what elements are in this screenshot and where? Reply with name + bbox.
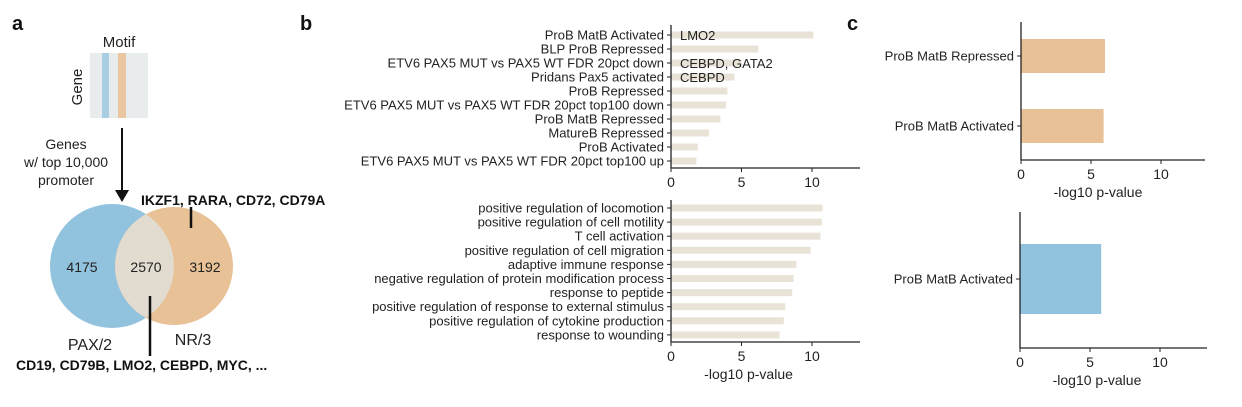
bar <box>1020 244 1102 314</box>
bar-charts: ProB MatB Activated LMO2 BLP ProB Represse… <box>344 22 1207 388</box>
chart-c-top: ProB MatB Repressed ProB MatB Activated 0 5… <box>885 22 1205 200</box>
category-label: T cell activation <box>575 229 664 244</box>
x-tick-label: 0 <box>1016 354 1024 370</box>
bar <box>671 87 728 95</box>
category-label: Pridans Pax5 activated <box>531 70 664 85</box>
x-tick-label: 5 <box>1087 166 1095 182</box>
x-tick-label: 0 <box>667 174 675 190</box>
x-tick-label: 10 <box>1152 354 1168 370</box>
bar <box>671 129 710 137</box>
venn-left-count: 4175 <box>66 259 97 275</box>
down-arrow <box>115 128 129 202</box>
bar <box>1021 109 1104 143</box>
chart-c-bottom: ProB MatB Activated 0 5 10 -log10 p-value <box>894 212 1207 388</box>
bar <box>671 31 814 39</box>
venn-right-count: 3192 <box>189 259 220 275</box>
venn-diagram: 4175 2570 3192 PAX/2 NR/3 IKZF1, RARA, C… <box>16 192 325 373</box>
category-label: positive regulation of cytokine producti… <box>429 313 664 328</box>
bar <box>671 246 811 254</box>
x-axis-label: -log10 p-value <box>1054 184 1143 200</box>
venn-overlap-count: 2570 <box>130 259 161 275</box>
bar <box>671 218 822 226</box>
panel-label-c: c <box>847 13 858 35</box>
panel-label-a: a <box>12 13 24 35</box>
bar-annotation: CEBPD <box>680 70 725 85</box>
bar <box>671 289 793 297</box>
venn-left-label: PAX/2 <box>68 337 112 354</box>
nr-motif-stripe <box>118 53 126 118</box>
bar <box>671 303 786 311</box>
pax-motif-stripe <box>102 53 109 118</box>
bar <box>671 317 784 325</box>
arrow-text-3: promoter <box>38 172 94 188</box>
category-label: response to wounding <box>537 327 664 342</box>
bar <box>671 260 797 268</box>
category-label: MatureB Repressed <box>548 126 664 141</box>
venn-overlap <box>115 207 174 325</box>
bar <box>671 45 759 53</box>
category-label: positive regulation of cell motility <box>478 215 665 230</box>
x-tick-label: 10 <box>804 174 820 190</box>
category-label: response to peptide <box>550 285 664 300</box>
x-axis-label: -log10 p-value <box>704 366 793 382</box>
x-tick-label: 10 <box>1153 166 1169 182</box>
bar <box>671 59 742 67</box>
motif-label: Motif <box>103 34 136 51</box>
arrow-text-1: Genes <box>45 136 86 152</box>
category-label: ProB MatB Activated <box>895 119 1014 134</box>
overlap-genes-text: CD19, CD79B, LMO2, CEBPD, MYC, ... <box>16 357 267 373</box>
category-label: ProB MatB Activated <box>894 272 1013 287</box>
category-label: positive regulation of cell migration <box>465 243 664 258</box>
arrow-text-2: w/ top 10,000 <box>23 154 108 170</box>
bar <box>671 275 794 282</box>
category-label: ETV6 PAX5 MUT vs PAX5 WT FDR 20pct down <box>388 56 664 71</box>
bar <box>671 331 780 339</box>
bar <box>671 204 823 212</box>
x-tick-label: 0 <box>1017 166 1025 182</box>
x-tick-label: 0 <box>667 348 675 364</box>
x-axis-label: -log10 p-value <box>1053 372 1142 388</box>
bar-annotation: LMO2 <box>680 28 715 43</box>
category-label: positive regulation of response to exter… <box>372 299 664 314</box>
category-label: positive regulation of locomotion <box>478 201 664 216</box>
category-label: BLP ProB Repressed <box>541 42 664 57</box>
x-tick-label: 10 <box>804 348 820 364</box>
category-label: ETV6 PAX5 MUT vs PAX5 WT FDR 20pct top10… <box>361 154 664 169</box>
bar <box>671 157 697 165</box>
venn-right-label: NR/3 <box>175 332 212 349</box>
x-tick-label: 5 <box>1086 354 1094 370</box>
right-genes-text: IKZF1, RARA, CD72, CD79A <box>141 192 325 208</box>
gene-label: Gene <box>69 69 86 106</box>
motif-gene-schematic: Motif Gene <box>69 34 148 118</box>
category-label: ProB MatB Activated <box>545 28 664 43</box>
bar <box>671 143 698 151</box>
x-tick-label: 5 <box>738 348 746 364</box>
category-label: negative regulation of protein modificat… <box>374 271 664 286</box>
bar <box>671 73 735 81</box>
panel-label-b: b <box>300 13 312 35</box>
bar <box>1021 39 1105 73</box>
bar <box>671 101 726 109</box>
category-label: ProB MatB Repressed <box>885 49 1014 64</box>
category-label: ProB Repressed <box>569 84 664 99</box>
category-label: adaptive immune response <box>508 257 664 272</box>
category-label: ETV6 PAX5 MUT vs PAX5 WT FDR 20pct top10… <box>344 98 664 113</box>
bar <box>671 232 821 240</box>
bar <box>671 115 721 123</box>
x-tick-label: 5 <box>738 174 746 190</box>
category-label: ProB MatB Repressed <box>535 112 664 127</box>
category-label: ProB Activated <box>579 140 664 155</box>
bar-annotation: CEBPD, GATA2 <box>680 56 773 71</box>
chart-b-bottom: positive regulation of locomotionpositiv… <box>372 200 860 382</box>
chart-b-top: ProB MatB Activated LMO2 BLP ProB Represse… <box>344 25 860 190</box>
